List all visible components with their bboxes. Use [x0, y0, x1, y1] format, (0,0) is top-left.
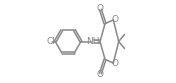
Text: O: O [96, 4, 103, 13]
Text: O: O [96, 70, 103, 79]
Text: O: O [111, 59, 118, 68]
Text: NH: NH [86, 37, 99, 46]
Text: Cl: Cl [47, 37, 55, 46]
Text: O: O [111, 15, 118, 24]
